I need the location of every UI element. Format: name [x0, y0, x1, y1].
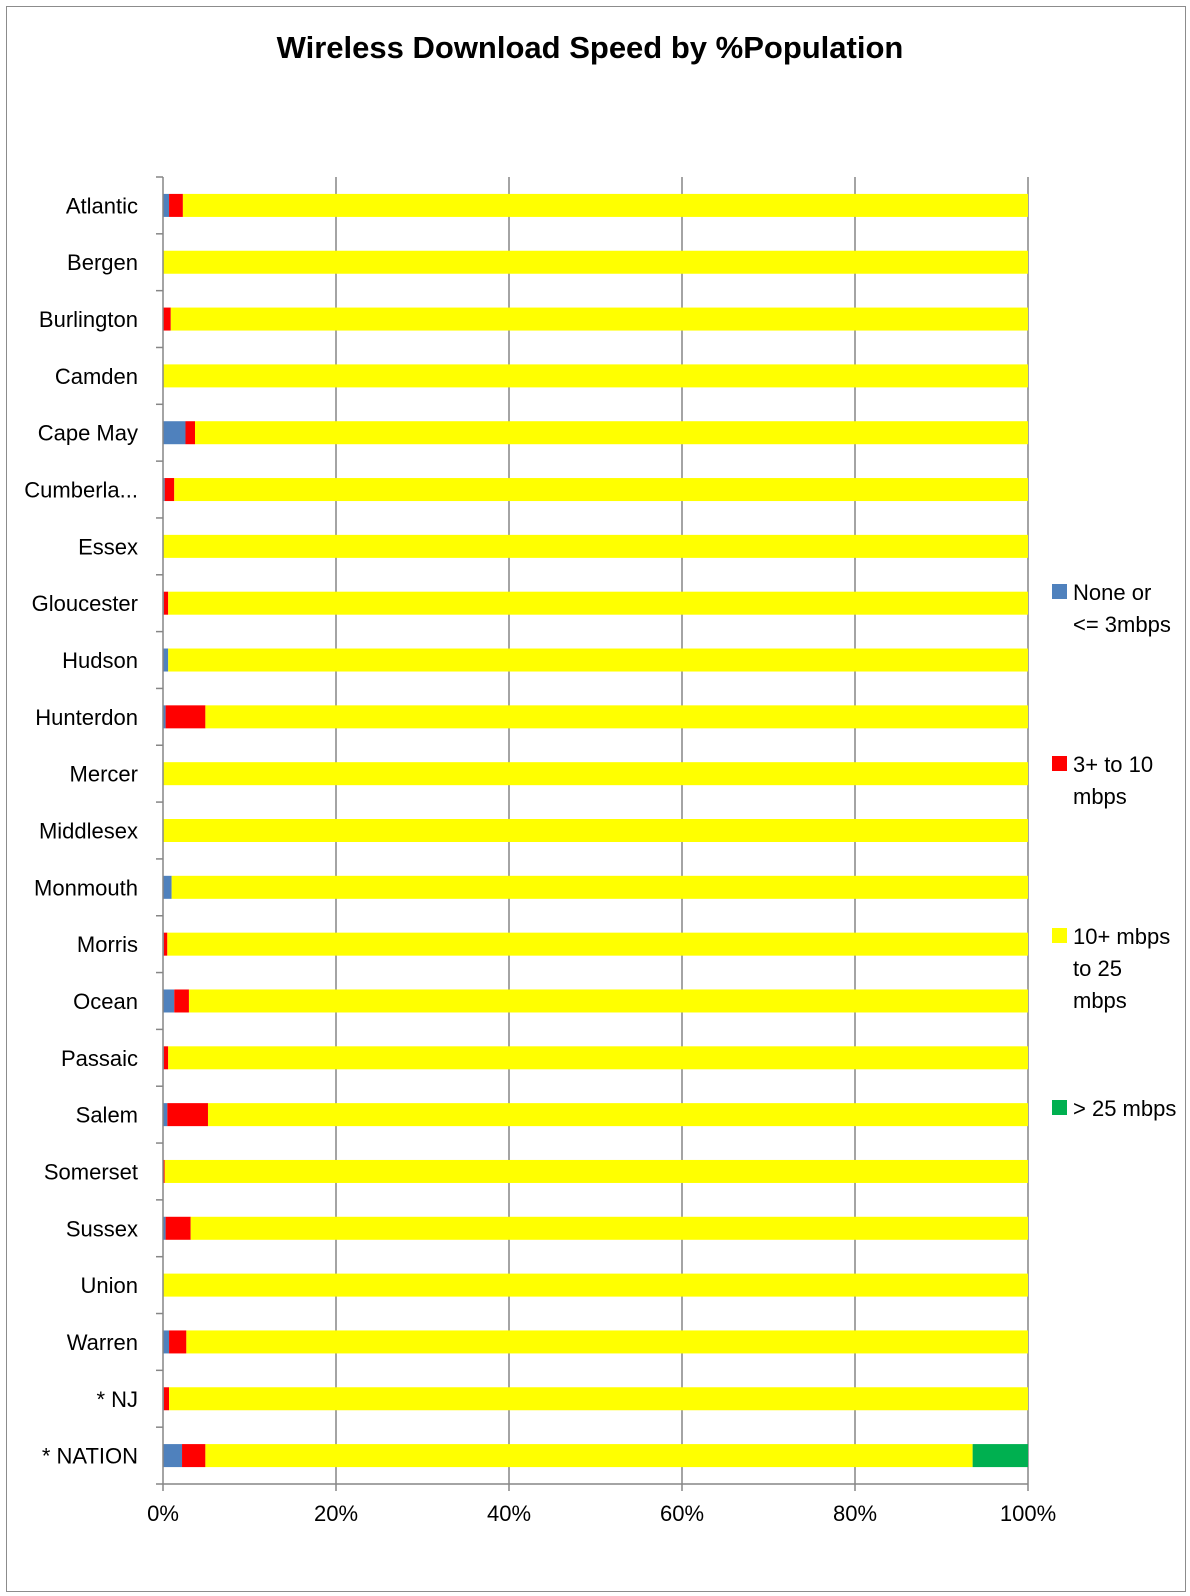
category-label: * NJ	[96, 1387, 138, 1412]
bar-segment	[163, 1046, 169, 1070]
bar-segment	[163, 1273, 1028, 1297]
bar-segment	[164, 1159, 1029, 1183]
category-label: Gloucester	[32, 591, 138, 616]
bar-segment	[163, 1387, 170, 1411]
category-label: Cape May	[38, 421, 138, 446]
bar-segment	[168, 591, 1028, 615]
category-label: Bergen	[67, 250, 138, 275]
bar-segment	[163, 1159, 165, 1183]
bar-segment	[163, 307, 171, 331]
category-label: Camden	[55, 364, 138, 389]
bar-segment	[163, 932, 168, 956]
legend-swatch	[1052, 756, 1067, 771]
bar-segment	[163, 591, 169, 615]
labels: 0% 20% 40% 60% 80% 100% Atlantic Bergen Burlingt…	[24, 193, 1056, 1526]
x-tick-label: 60%	[660, 1501, 704, 1526]
bar-segment	[168, 648, 1028, 672]
legend: None or <= 3mbps 3+ to 10 mbps 10+ mbps to 25…	[1052, 580, 1176, 1121]
category-label: Salem	[76, 1103, 138, 1128]
category-label: Mercer	[70, 762, 138, 787]
bar-segment	[186, 1330, 1029, 1354]
bar-segment	[163, 534, 1028, 558]
category-label: Middlesex	[39, 819, 138, 844]
bar-segment	[182, 193, 1028, 217]
bar-segment	[163, 989, 175, 1013]
bar-segment	[163, 705, 166, 729]
category-label: Ocean	[73, 989, 138, 1014]
category-label: Essex	[78, 534, 138, 559]
legend-label: 10+ mbps to 25 mbps	[1073, 924, 1170, 1013]
x-tick-label: 80%	[833, 1501, 877, 1526]
category-label: Morris	[77, 932, 138, 957]
category-label: Union	[81, 1273, 138, 1298]
bar-segment	[163, 819, 1028, 842]
bar-segment	[163, 364, 1028, 388]
category-label: Atlantic	[66, 193, 138, 218]
chart-title: Wireless Download Speed by %Population	[276, 30, 904, 65]
legend-label: 3+ to 10 mbps	[1073, 752, 1153, 809]
legend-swatch	[1052, 584, 1067, 599]
bar-segment	[169, 193, 183, 217]
category-label: Hunterdon	[35, 705, 138, 730]
bar-segment	[171, 875, 1028, 899]
bar-segment	[174, 989, 189, 1013]
legend-swatch	[1052, 928, 1067, 943]
bar-segment	[195, 421, 1028, 445]
bar-segment	[169, 1330, 187, 1354]
bar-segment	[207, 1103, 1029, 1127]
category-label: Burlington	[39, 307, 138, 332]
legend-label: > 25 mbps	[1073, 1096, 1176, 1121]
bar-segment	[163, 1444, 183, 1468]
legend-swatch	[1052, 1100, 1067, 1115]
bar-segment	[163, 1330, 170, 1354]
legend-label: None or <= 3mbps	[1073, 580, 1171, 637]
bar-segment	[165, 705, 206, 729]
bar-segment	[163, 478, 165, 502]
bar-segment	[188, 989, 1028, 1013]
axes	[156, 176, 1029, 1491]
bar-segment	[167, 1103, 208, 1127]
bar-segment	[174, 478, 1028, 502]
bar-segment	[169, 1387, 1028, 1411]
bar-segment	[163, 762, 1028, 786]
bar-segment	[163, 875, 172, 899]
bar-segment	[165, 1216, 191, 1240]
x-tick-label: 0%	[147, 1501, 179, 1526]
category-label: Somerset	[44, 1159, 138, 1184]
category-label: Sussex	[66, 1216, 138, 1241]
bar-segment	[168, 1046, 1028, 1070]
category-label: Cumberla...	[24, 478, 138, 503]
bar-segment	[170, 307, 1028, 331]
bar-segment	[182, 1444, 206, 1468]
bar-segment	[972, 1444, 1028, 1468]
category-label: Hudson	[62, 648, 138, 673]
category-label: * NATION	[42, 1444, 138, 1469]
category-label: Passaic	[61, 1046, 138, 1071]
bar-segment	[190, 1216, 1028, 1240]
bar-segment	[163, 250, 1028, 274]
x-tick-label: 40%	[487, 1501, 531, 1526]
bar-segment	[167, 932, 1028, 956]
bar-segment	[163, 1216, 166, 1240]
x-tick-label: 20%	[314, 1501, 358, 1526]
category-label: Monmouth	[34, 875, 138, 900]
bar-segment	[205, 1444, 973, 1468]
bar-segment	[164, 478, 175, 502]
bar-segment	[163, 1103, 168, 1127]
bar-segment	[205, 705, 1028, 729]
x-tick-label: 100%	[1000, 1501, 1056, 1526]
bar-segment	[163, 421, 186, 445]
bars	[163, 193, 1029, 1468]
category-label: Warren	[67, 1330, 138, 1355]
bar-segment	[163, 193, 170, 217]
bar-segment	[163, 648, 169, 672]
bar-segment	[185, 421, 196, 445]
